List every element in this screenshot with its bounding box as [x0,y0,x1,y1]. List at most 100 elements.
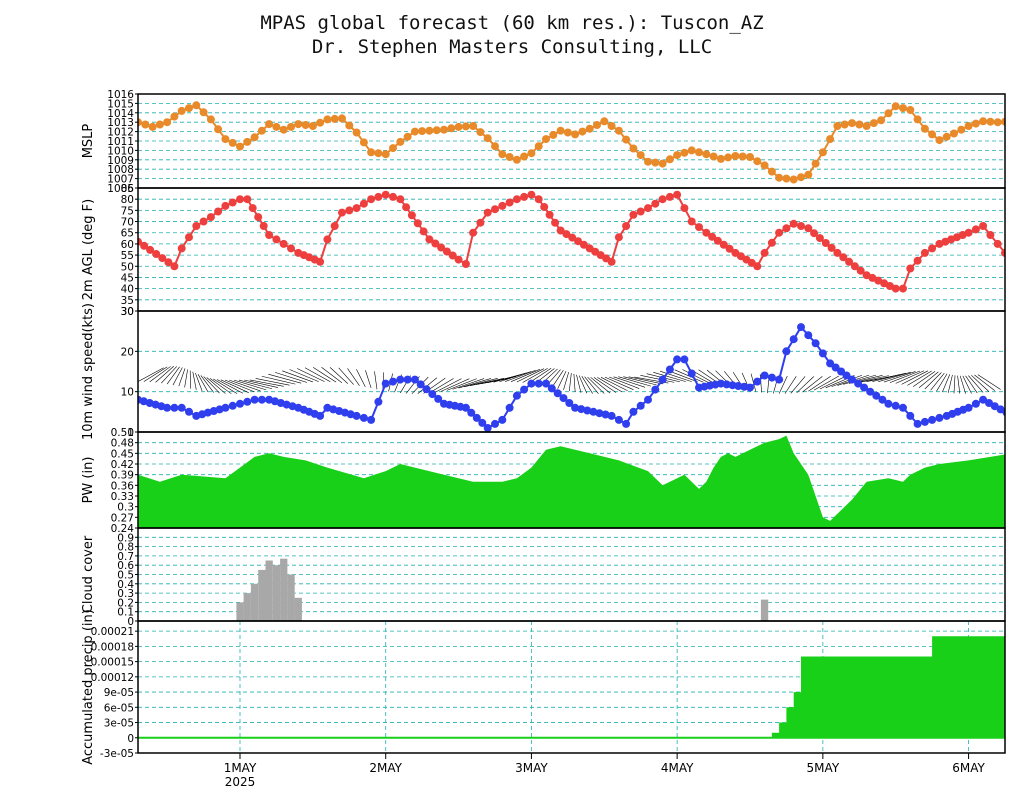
y-tick-label: 0.2 [117,597,134,609]
wind-barb [872,372,906,382]
data-point [419,227,428,236]
data-point [920,124,929,133]
y-tick-label: 1013 [107,117,134,129]
data-point [416,380,425,389]
data-point [454,255,463,264]
wind-barb [338,367,354,385]
y-tick-label: 0.3 [117,588,134,600]
data-point [374,397,383,406]
y-tick-label: 0.45 [111,448,134,460]
wind-barb [640,374,675,383]
data-point [152,250,161,258]
data-point [767,238,776,247]
data-point [559,394,568,403]
panel-6: -3e-05 0 3e-05 6e-05 9e-05 0.00012 0.00015 0.00… [81,609,1006,765]
y-tick-label: 1010 [107,145,134,157]
data-point [831,363,840,372]
data-point [651,385,660,394]
data-point [542,379,550,388]
y-tick-label: 0.42 [111,459,134,471]
data-point [402,203,411,212]
panel-series [138,323,1005,432]
data-point [483,208,492,217]
data-point [585,124,594,133]
data-point [760,161,769,170]
data-point [850,262,859,271]
wind-barb [172,367,183,386]
data-point [413,219,422,228]
data-point [527,149,536,158]
wind-barb [347,368,360,386]
data-point [279,125,288,134]
data-point [146,245,155,254]
y-tick-label: 0 [127,616,134,628]
data-point [854,379,863,388]
data-point [345,206,354,215]
wind-barb [600,377,628,392]
data-point [359,413,368,422]
wind-barb [895,370,925,384]
wind-barb [613,376,646,388]
data-point [301,121,310,129]
y-axis-label: Accumulated precip (in) [81,609,96,765]
y-tick-label: 80 [121,194,134,206]
data-point [437,243,446,252]
wind-barb [289,369,319,382]
data-point [491,205,499,214]
data-point [878,395,887,404]
data-point [899,403,907,412]
data-point [316,411,325,420]
data-point [294,120,303,129]
data-point [185,233,193,242]
y-tick-label: 50 [121,261,134,273]
data-point [308,122,317,130]
wind-barb [784,376,797,394]
wind-barb [200,375,215,393]
y-tick-label: 1016 [107,89,134,101]
y-tick-label: 9e-05 [104,687,134,699]
wind-barb [297,368,325,382]
y-tick-label: 0.36 [111,480,135,492]
data-point [996,405,1005,414]
data-point [920,417,929,426]
data-point [396,375,405,384]
data-point [577,405,586,414]
data-point [724,153,733,162]
data-point [614,415,623,424]
data-point [899,104,907,113]
x-tick-label: 4MAY [661,761,694,775]
series-area [138,435,1005,528]
data-point [595,409,604,418]
data-point [797,173,805,182]
wind-barb [446,378,477,391]
data-point [815,234,824,243]
panel-frame [137,187,1006,312]
data-point [804,170,813,179]
data-point [447,124,456,133]
data-point [979,222,988,230]
panel-series [236,558,769,621]
data-point [177,403,186,412]
data-point [534,195,543,204]
data-point [221,135,230,144]
wind-barb [802,376,823,393]
data-point [629,210,638,219]
data-point [695,223,703,232]
data-point [708,232,717,241]
data-point [607,257,616,266]
data-point [556,126,565,135]
wind-barb [452,378,485,390]
panel-1: 1006100710081009101010111012101310141015… [81,89,1006,195]
chart-title-line-2: Dr. Stephen Masters Consulting, LLC [311,36,713,58]
y-tick-label: 1014 [107,108,134,120]
data-point [272,235,281,244]
wind-barb [942,374,951,393]
y-tick-label: 0.24 [111,523,135,535]
data-point [928,130,937,139]
data-point [734,382,743,390]
data-point [804,224,813,233]
data-point [713,236,722,245]
data-point [440,125,448,134]
data-point [855,120,864,129]
data-point [505,198,514,207]
